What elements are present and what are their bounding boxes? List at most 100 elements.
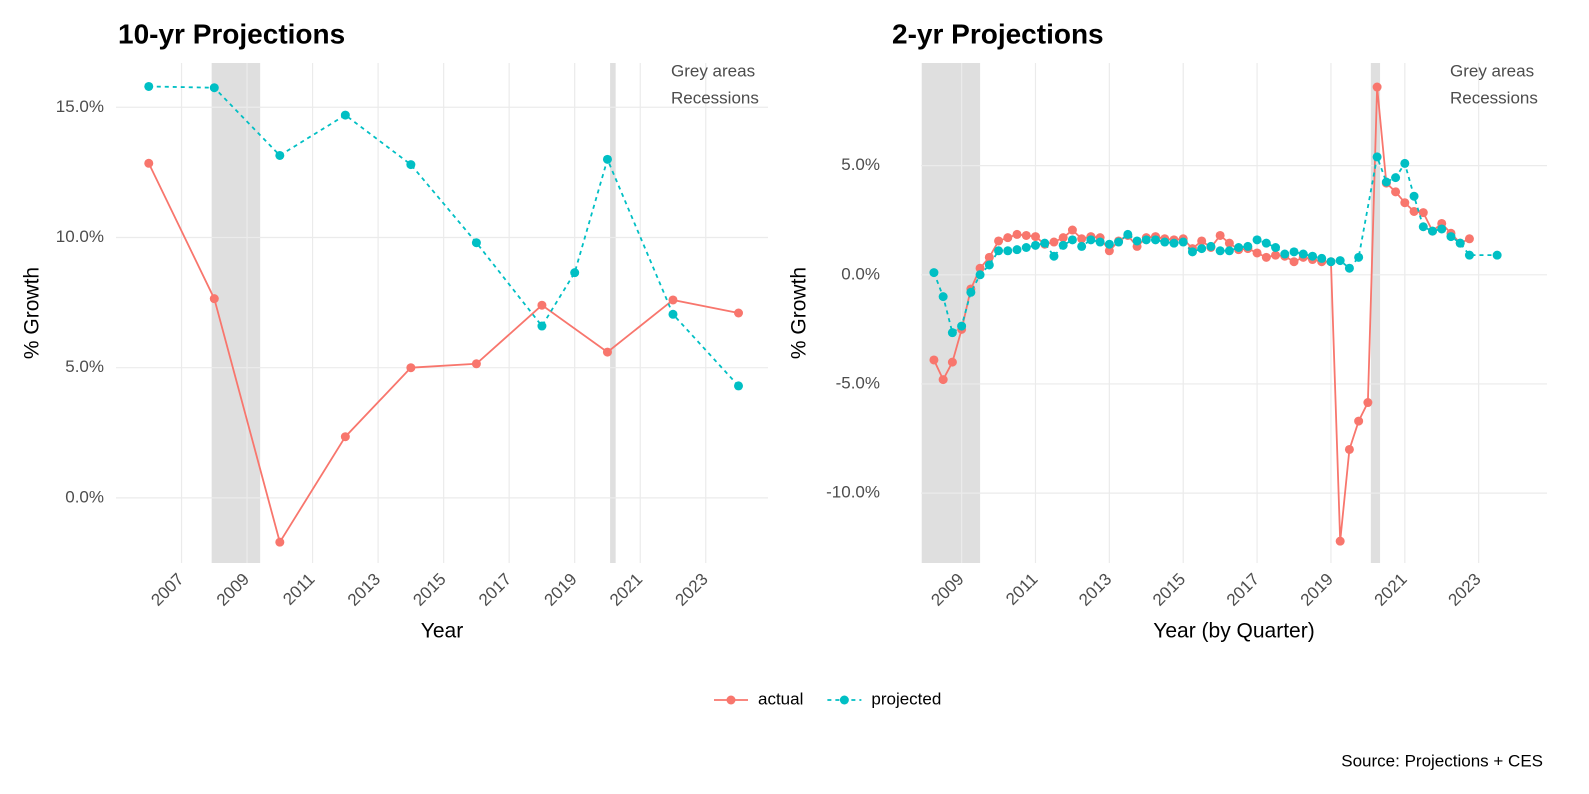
legend-label: projected <box>871 689 941 708</box>
data-point <box>406 160 416 170</box>
y-tick-label: 10.0% <box>56 227 104 246</box>
data-point <box>1391 173 1401 183</box>
data-point <box>1261 252 1271 262</box>
plot-area: Grey areas Recessions <box>116 61 768 563</box>
data-point <box>1344 263 1354 273</box>
data-point <box>275 537 285 547</box>
data-point <box>1132 236 1142 246</box>
data-point <box>1234 242 1244 252</box>
data-point <box>1104 246 1114 256</box>
data-point <box>1114 237 1124 247</box>
data-point <box>1317 253 1327 263</box>
data-point <box>1400 198 1410 208</box>
data-point <box>1381 177 1391 187</box>
data-point <box>406 363 416 373</box>
chart-title: 2-yr Projections <box>892 18 1104 49</box>
data-point <box>1178 237 1188 247</box>
data-point <box>668 295 678 305</box>
data-point <box>1280 249 1290 259</box>
data-point <box>1067 225 1077 235</box>
data-point <box>1409 206 1419 216</box>
x-tick-label: 2015 <box>409 570 449 610</box>
data-point <box>1058 233 1068 243</box>
data-point <box>1455 238 1465 248</box>
data-point <box>1363 398 1373 408</box>
data-point <box>994 236 1004 246</box>
data-point <box>947 328 957 338</box>
chart-title: 10-yr Projections <box>118 18 345 49</box>
y-axis-title: % Growth <box>788 267 811 359</box>
data-point <box>668 309 678 319</box>
data-point <box>1464 250 1474 260</box>
annotation: Grey areas <box>1450 61 1534 80</box>
data-point <box>1307 251 1317 261</box>
data-point <box>994 246 1004 256</box>
plot-area: Grey areas Recessions <box>921 61 1547 563</box>
x-tick-label: 2019 <box>1297 570 1337 610</box>
data-point <box>1021 242 1031 252</box>
data-point <box>1021 230 1031 240</box>
data-point <box>1271 250 1281 260</box>
x-tick-label: 2019 <box>541 570 581 610</box>
data-point <box>275 150 285 160</box>
series-line <box>933 86 1470 542</box>
data-point <box>947 357 957 367</box>
data-point <box>1215 230 1225 240</box>
data-point <box>1077 234 1087 244</box>
data-point <box>734 381 744 391</box>
data-point <box>1160 237 1170 247</box>
data-point <box>340 110 350 120</box>
data-point <box>1289 257 1299 267</box>
series-line <box>147 162 739 545</box>
data-point <box>929 268 939 278</box>
data-point <box>938 375 948 385</box>
data-point <box>1428 226 1438 236</box>
x-axis-title: Year <box>421 620 463 643</box>
data-point <box>144 81 154 91</box>
data-point <box>1141 235 1151 245</box>
data-point <box>1243 241 1253 251</box>
data-point <box>1058 240 1068 250</box>
x-tick-label: 2011 <box>279 570 318 609</box>
x-tick-label: 2023 <box>672 570 712 610</box>
data-point <box>1372 82 1382 92</box>
data-point <box>1354 252 1364 262</box>
data-point <box>1030 232 1040 242</box>
y-tick-label: 5.0% <box>65 357 104 376</box>
data-point <box>1252 235 1262 245</box>
data-point <box>1077 241 1087 251</box>
recession-band <box>921 63 981 563</box>
source-caption: Source: Projections + CES <box>1341 751 1543 770</box>
data-point <box>1335 256 1345 266</box>
data-point <box>966 287 976 297</box>
recession-band <box>211 63 261 563</box>
data-point <box>537 300 547 310</box>
data-point <box>1095 237 1105 247</box>
data-point <box>1298 249 1308 259</box>
data-point <box>1030 240 1040 250</box>
x-tick-label: 2013 <box>1075 570 1115 610</box>
data-point <box>1012 245 1022 255</box>
x-tick-label: 2015 <box>1149 570 1189 610</box>
data-point <box>1040 238 1050 248</box>
series-line <box>933 153 1498 335</box>
x-tick-label: 2017 <box>475 570 515 610</box>
data-point <box>1335 536 1345 546</box>
data-point <box>938 292 948 302</box>
series-line <box>148 85 740 387</box>
data-point <box>957 321 967 331</box>
x-tick-label: 2021 <box>1371 570 1411 610</box>
data-point <box>144 158 154 168</box>
data-point <box>1446 232 1456 242</box>
data-point <box>1197 236 1207 246</box>
annotation: Grey areas <box>671 61 755 80</box>
data-point <box>1197 244 1207 254</box>
x-tick-label: 2023 <box>1444 570 1484 610</box>
x-tick-label: 2021 <box>606 570 646 610</box>
data-point <box>1206 241 1216 251</box>
data-point <box>1271 242 1281 252</box>
data-point <box>1104 239 1114 249</box>
data-point <box>471 359 481 369</box>
y-axis-title: % Growth <box>21 267 44 359</box>
